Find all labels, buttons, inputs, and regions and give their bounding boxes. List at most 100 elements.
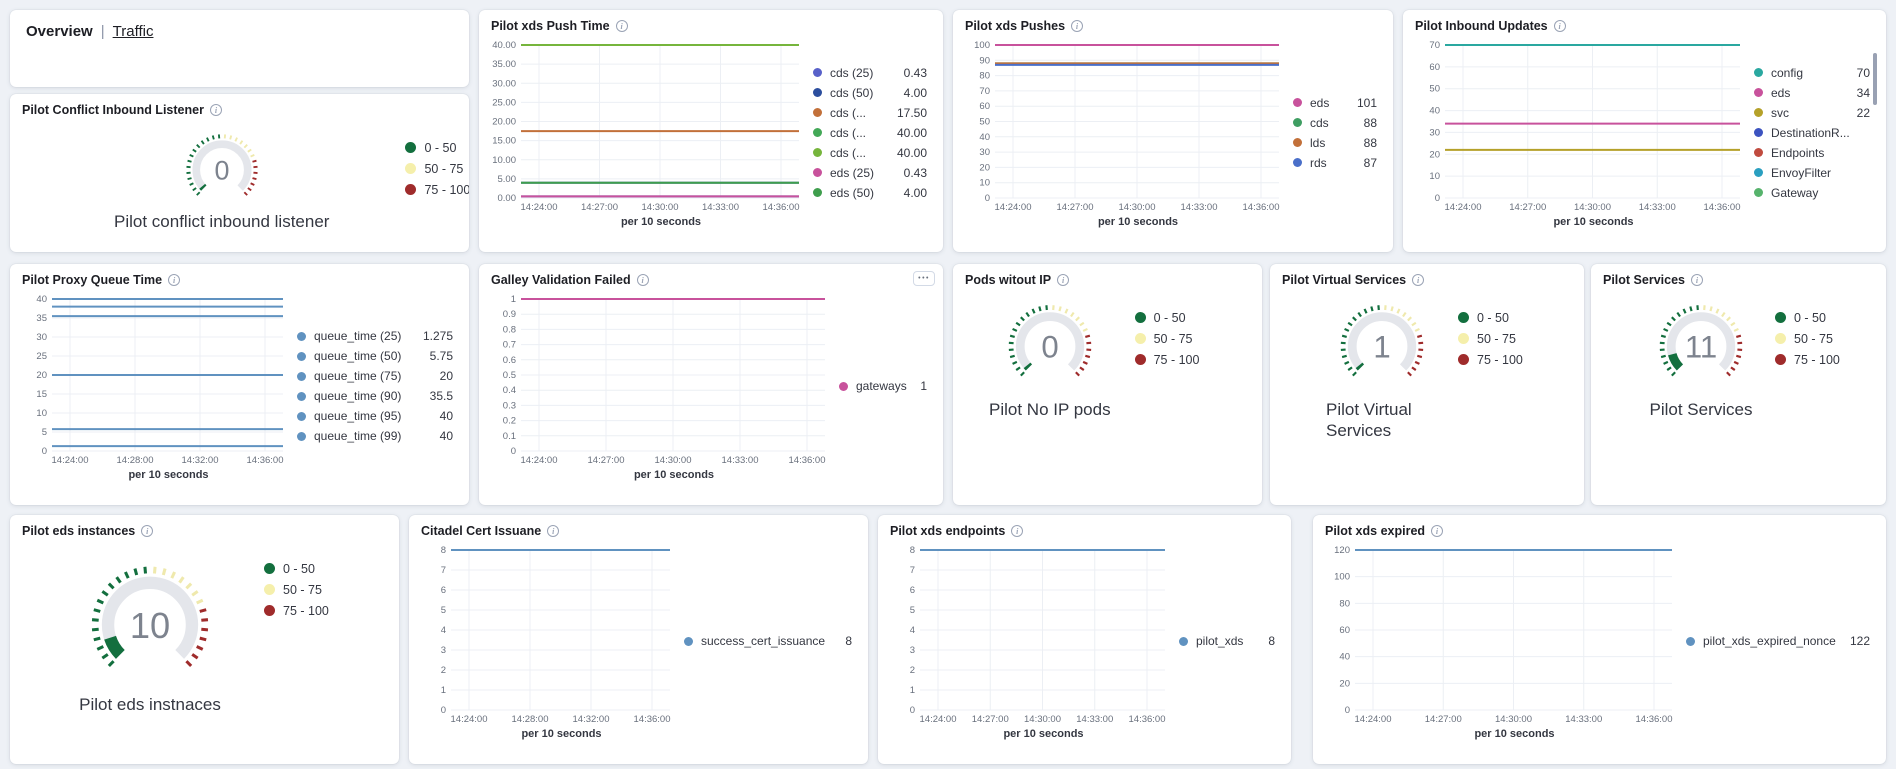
- legend-item[interactable]: 0 - 50: [1134, 307, 1210, 328]
- legend-item[interactable]: eds (50) 4.00: [813, 183, 927, 203]
- legend-item[interactable]: svc 22: [1754, 103, 1870, 123]
- chart-area: 0 10 20 30 40 50 60 70 80 90 100 14:24:00 14:27:00 14…: [953, 35, 1393, 252]
- legend-item[interactable]: success_cert_issuance 8: [684, 631, 852, 651]
- legend-item[interactable]: DestinationR...: [1754, 123, 1870, 143]
- svg-text:14:30:00: 14:30:00: [642, 202, 679, 213]
- line-chart[interactable]: 0 20 40 60 80 100 120 14:24:00 14:27:00 14:30:00 1…: [1319, 542, 1682, 726]
- legend-label: cds (50): [830, 85, 874, 100]
- svg-text:70: 70: [1429, 40, 1440, 51]
- info-icon[interactable]: [615, 20, 628, 32]
- line-chart[interactable]: 0 10 20 30 40 50 60 70 80 90 100 14:24:00 14:27:00 14…: [959, 37, 1289, 214]
- legend-item[interactable]: Endpoints: [1754, 143, 1870, 163]
- info-icon[interactable]: [1553, 20, 1566, 32]
- gauge[interactable]: 0: [994, 299, 1106, 387]
- legend-item[interactable]: eds 34: [1754, 83, 1870, 103]
- legend-item[interactable]: queue_time (90) 35.5: [297, 386, 453, 406]
- legend-item[interactable]: 0 - 50: [264, 558, 339, 579]
- legend-item[interactable]: 75 - 100: [264, 600, 339, 621]
- legend-item[interactable]: cds (... 17.50: [813, 103, 927, 123]
- info-icon[interactable]: [1057, 274, 1070, 286]
- legend-item[interactable]: 75 - 100: [1775, 349, 1850, 370]
- info-icon[interactable]: [209, 104, 222, 116]
- legend-scrollbar[interactable]: [1873, 53, 1877, 105]
- legend-item[interactable]: EnvoyFilter: [1754, 163, 1870, 183]
- legend-item[interactable]: cds 88: [1293, 113, 1377, 133]
- legend-item[interactable]: queue_time (95) 40: [297, 406, 453, 426]
- svg-text:25.00: 25.00: [492, 97, 516, 108]
- legend-swatch: [1458, 354, 1469, 365]
- line-chart[interactable]: 0 10 20 30 40 50 60 70 14:24:00 14:27:00 14:30:00 1…: [1409, 37, 1750, 214]
- info-icon[interactable]: [1011, 525, 1024, 537]
- legend-item[interactable]: 75 - 100: [1134, 349, 1210, 370]
- legend-item[interactable]: gateways 1: [839, 376, 927, 396]
- svg-text:30: 30: [1429, 127, 1440, 138]
- legend-label: eds: [1310, 95, 1330, 110]
- legend-item[interactable]: 0 - 50: [405, 137, 469, 158]
- gauge[interactable]: 0: [168, 129, 276, 205]
- legend-label: cds (...: [830, 145, 867, 160]
- svg-text:100: 100: [974, 40, 990, 51]
- svg-text:4: 4: [910, 625, 915, 636]
- line-chart[interactable]: 0 0.1 0.2 0.3 0.4 0.5 0.6 0.7 0.8 0.9 1 14:24:00 14:…: [485, 291, 835, 467]
- info-icon[interactable]: [636, 274, 649, 286]
- line-chart[interactable]: 0 1 2 3 4 5 6 7 8 14:24:00 14:28:00 14:32:00 14:36:0…: [415, 542, 680, 726]
- gauge[interactable]: 10: [62, 558, 238, 682]
- legend-item[interactable]: queue_time (25) 1.275: [297, 326, 453, 346]
- legend-item[interactable]: eds 101: [1293, 93, 1377, 113]
- legend-label: queue_time (75): [314, 369, 402, 383]
- line-chart[interactable]: 0 1 2 3 4 5 6 7 8 14:24:00 14:27:00 14:30:00 14:33:0…: [884, 542, 1175, 726]
- legend-item[interactable]: 0 - 50: [1775, 307, 1850, 328]
- legend-value: 34: [1856, 85, 1870, 100]
- legend-item[interactable]: pilot_xds 8: [1179, 631, 1275, 651]
- legend-item[interactable]: queue_time (50) 5.75: [297, 346, 453, 366]
- legend-item[interactable]: cds (25) 0.43: [813, 63, 927, 83]
- legend-item[interactable]: 75 - 100: [405, 179, 469, 200]
- legend-item[interactable]: rds 87: [1293, 153, 1377, 173]
- gauge[interactable]: 1: [1326, 299, 1438, 387]
- traffic-link[interactable]: Traffic: [112, 23, 154, 40]
- legend-item[interactable]: pilot_xds_expired_nonce 122: [1686, 631, 1870, 651]
- legend-item[interactable]: eds (25) 0.43: [813, 163, 927, 183]
- legend-item[interactable]: 50 - 75: [264, 579, 339, 600]
- legend-item[interactable]: 50 - 75: [405, 158, 469, 179]
- legend-item[interactable]: 0 - 50: [1458, 307, 1533, 328]
- line-chart[interactable]: 0 5 10 15 20 25 30 35 40 14:24:00 14:28:00 14:32:00…: [16, 291, 293, 467]
- info-icon[interactable]: [1691, 274, 1703, 286]
- legend-swatch: [813, 188, 822, 197]
- svg-text:0: 0: [441, 705, 446, 716]
- info-icon[interactable]: [1071, 20, 1084, 32]
- legend-item[interactable]: 50 - 75: [1775, 328, 1850, 349]
- info-icon[interactable]: [168, 274, 181, 286]
- legend-item[interactable]: cds (... 40.00: [813, 143, 927, 163]
- info-icon[interactable]: [547, 525, 560, 537]
- line-chart[interactable]: 0.00 5.00 10.00 15.00 20.00 25.00 30.00 35.00 40…: [485, 37, 809, 214]
- panel-pilot-xds-pushes: Pilot xds Pushes 0 10 20 30 40 50 60 70 80 90 100 1…: [953, 10, 1393, 252]
- legend-label: 0 - 50: [1477, 310, 1509, 325]
- svg-text:30: 30: [979, 147, 990, 158]
- svg-text:1: 1: [1373, 330, 1390, 365]
- info-icon[interactable]: [141, 525, 154, 537]
- legend-item[interactable]: cds (... 40.00: [813, 123, 927, 143]
- gauge[interactable]: 11: [1645, 299, 1757, 387]
- legend-item[interactable]: queue_time (99) 40: [297, 426, 453, 446]
- panel-overview: Overview | Traffic: [10, 10, 469, 87]
- panel-pilot-proxy-queue-time: Pilot Proxy Queue Time 0 5 10 15 20 25 30 35 40 1…: [10, 264, 469, 505]
- svg-text:14:24:00: 14:24:00: [1445, 202, 1482, 213]
- info-icon[interactable]: [1431, 525, 1444, 537]
- panel-header: Pods witout IP: [953, 264, 1262, 289]
- legend-item[interactable]: 50 - 75: [1134, 328, 1210, 349]
- panel-header: Pilot xds expired: [1313, 515, 1886, 540]
- legend-swatch: [1754, 108, 1763, 117]
- info-icon[interactable]: [1412, 274, 1425, 286]
- panel-options-button[interactable]: [913, 271, 935, 286]
- x-axis-caption: per 10 seconds: [1003, 728, 1084, 740]
- legend-item[interactable]: config 70: [1754, 63, 1870, 83]
- legend-item[interactable]: 75 - 100: [1458, 349, 1533, 370]
- x-axis-caption: per 10 seconds: [620, 216, 702, 228]
- legend-item[interactable]: queue_time (75) 20: [297, 366, 453, 386]
- legend-item[interactable]: cds (50) 4.00: [813, 83, 927, 103]
- legend-item[interactable]: lds 88: [1293, 133, 1377, 153]
- legend-item[interactable]: Gateway: [1754, 183, 1870, 203]
- legend-swatch: [1134, 354, 1146, 365]
- legend-item[interactable]: 50 - 75: [1458, 328, 1533, 349]
